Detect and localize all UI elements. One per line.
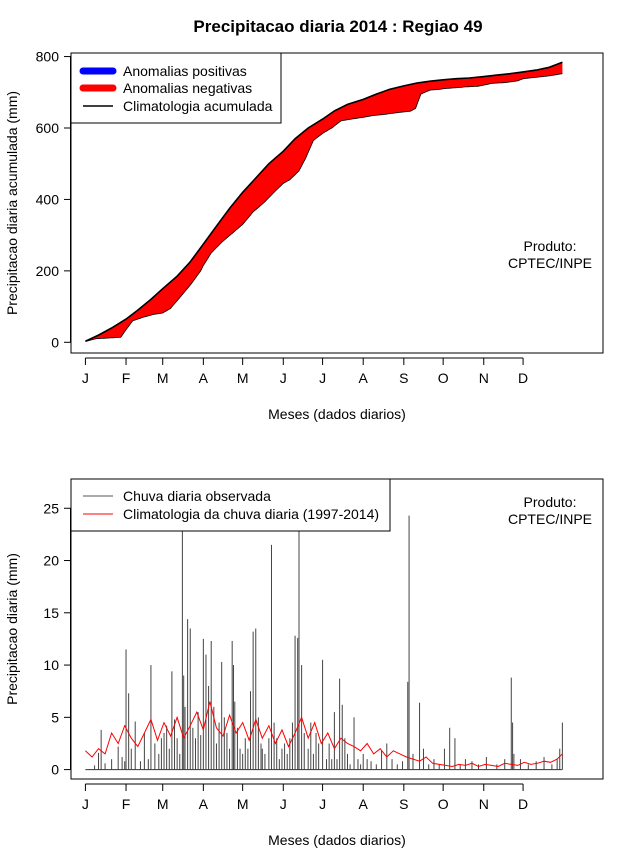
x-tick-label-top: J (82, 370, 89, 386)
product-label-top: Produto: (524, 238, 577, 254)
x-tick-label-bottom: J (82, 796, 89, 812)
y-tick-label-top: 400 (36, 191, 60, 207)
x-tick-label-bottom: J (319, 796, 326, 812)
x-tick-label-top: S (399, 370, 408, 386)
x-tick-label-bottom: A (199, 796, 209, 812)
y-axis-top: 0 200 400 600 800 (36, 49, 71, 350)
chart-title: Precipitacao diaria 2014 : Regiao 49 (193, 17, 482, 36)
daily-climatology-layer (85, 701, 563, 768)
x-tick-label-bottom: N (479, 796, 489, 812)
legend-label-observed: Chuva diaria observada (123, 488, 271, 504)
y-tick-label-bottom: 20 (43, 553, 59, 569)
product-source-top: CPTEC/INPE (508, 255, 592, 271)
y-axis-bottom: 0 5 10 15 20 25 (43, 500, 71, 778)
y-tick-label-bottom: 0 (51, 762, 59, 778)
y-tick-label-bottom: 25 (43, 500, 59, 516)
legend-label-negative: Anomalias negativas (123, 80, 252, 96)
cumulative-panel: 0 200 400 600 800 J F M A M J J A S O N D Meses (dados … (4, 49, 604, 422)
legend-label-climatology: Climatologia acumulada (123, 98, 273, 114)
y-tick-label-top: 800 (36, 49, 60, 65)
x-tick-label-top: M (157, 370, 169, 386)
x-tick-label-top: M (237, 370, 249, 386)
x-tick-label-bottom: F (122, 796, 131, 812)
y-tick-label-bottom: 15 (43, 605, 59, 621)
x-axis-label-top: Meses (dados diarios) (268, 406, 406, 422)
x-tick-label-top: D (518, 370, 528, 386)
x-tick-label-bottom: M (237, 796, 249, 812)
x-tick-label-bottom: D (518, 796, 528, 812)
x-tick-label-top: J (319, 370, 326, 386)
x-tick-label-bottom: S (399, 796, 408, 812)
climatology-cumulative-line (85, 61, 563, 342)
x-tick-label-bottom: J (280, 796, 287, 812)
y-tick-label-top: 600 (36, 120, 60, 136)
x-tick-label-top: A (199, 370, 209, 386)
x-axis-label-bottom: Meses (dados diarios) (268, 832, 406, 848)
observed-cumulative-line (85, 73, 563, 342)
x-tick-label-top: O (438, 370, 449, 386)
x-tick-label-top: J (280, 370, 287, 386)
y-tick-label-bottom: 10 (43, 657, 59, 673)
daily-bars-layer (85, 515, 563, 771)
x-tick-label-bottom: M (157, 796, 169, 812)
product-label-bottom: Produto: (524, 494, 577, 510)
x-tick-label-bottom: A (359, 796, 369, 812)
daily-climatology-line (85, 701, 563, 768)
product-source-bottom: CPTEC/INPE (508, 511, 592, 527)
cumulative-lines-layer (85, 61, 563, 342)
y-tick-label-top: 200 (36, 263, 60, 279)
legend-top: Anomalias positivas Anomalias negativas … (70, 52, 282, 124)
legend-label-positive: Anomalias positivas (123, 63, 247, 79)
x-tick-label-top: F (122, 370, 131, 386)
daily-panel: 0 5 10 15 20 25 J F M A M J J A S O N D Meses (dados dia… (4, 478, 604, 848)
x-tick-label-bottom: O (438, 796, 449, 812)
x-tick-label-top: A (359, 370, 369, 386)
x-tick-label-top: N (479, 370, 489, 386)
y-axis-label-top: Precipitacao diaria acumulada (mm) (4, 91, 20, 315)
y-tick-label-top: 0 (51, 334, 59, 350)
y-tick-label-bottom: 5 (51, 709, 59, 725)
y-axis-label-bottom: Precipitacao diaria (mm) (4, 553, 20, 705)
legend-box-bottom (70, 478, 391, 532)
legend-label-daily-climatology: Climatologia da chuva diaria (1997-2014) (123, 506, 379, 522)
legend-bottom: Chuva diaria observada Climatologia da c… (70, 478, 391, 532)
